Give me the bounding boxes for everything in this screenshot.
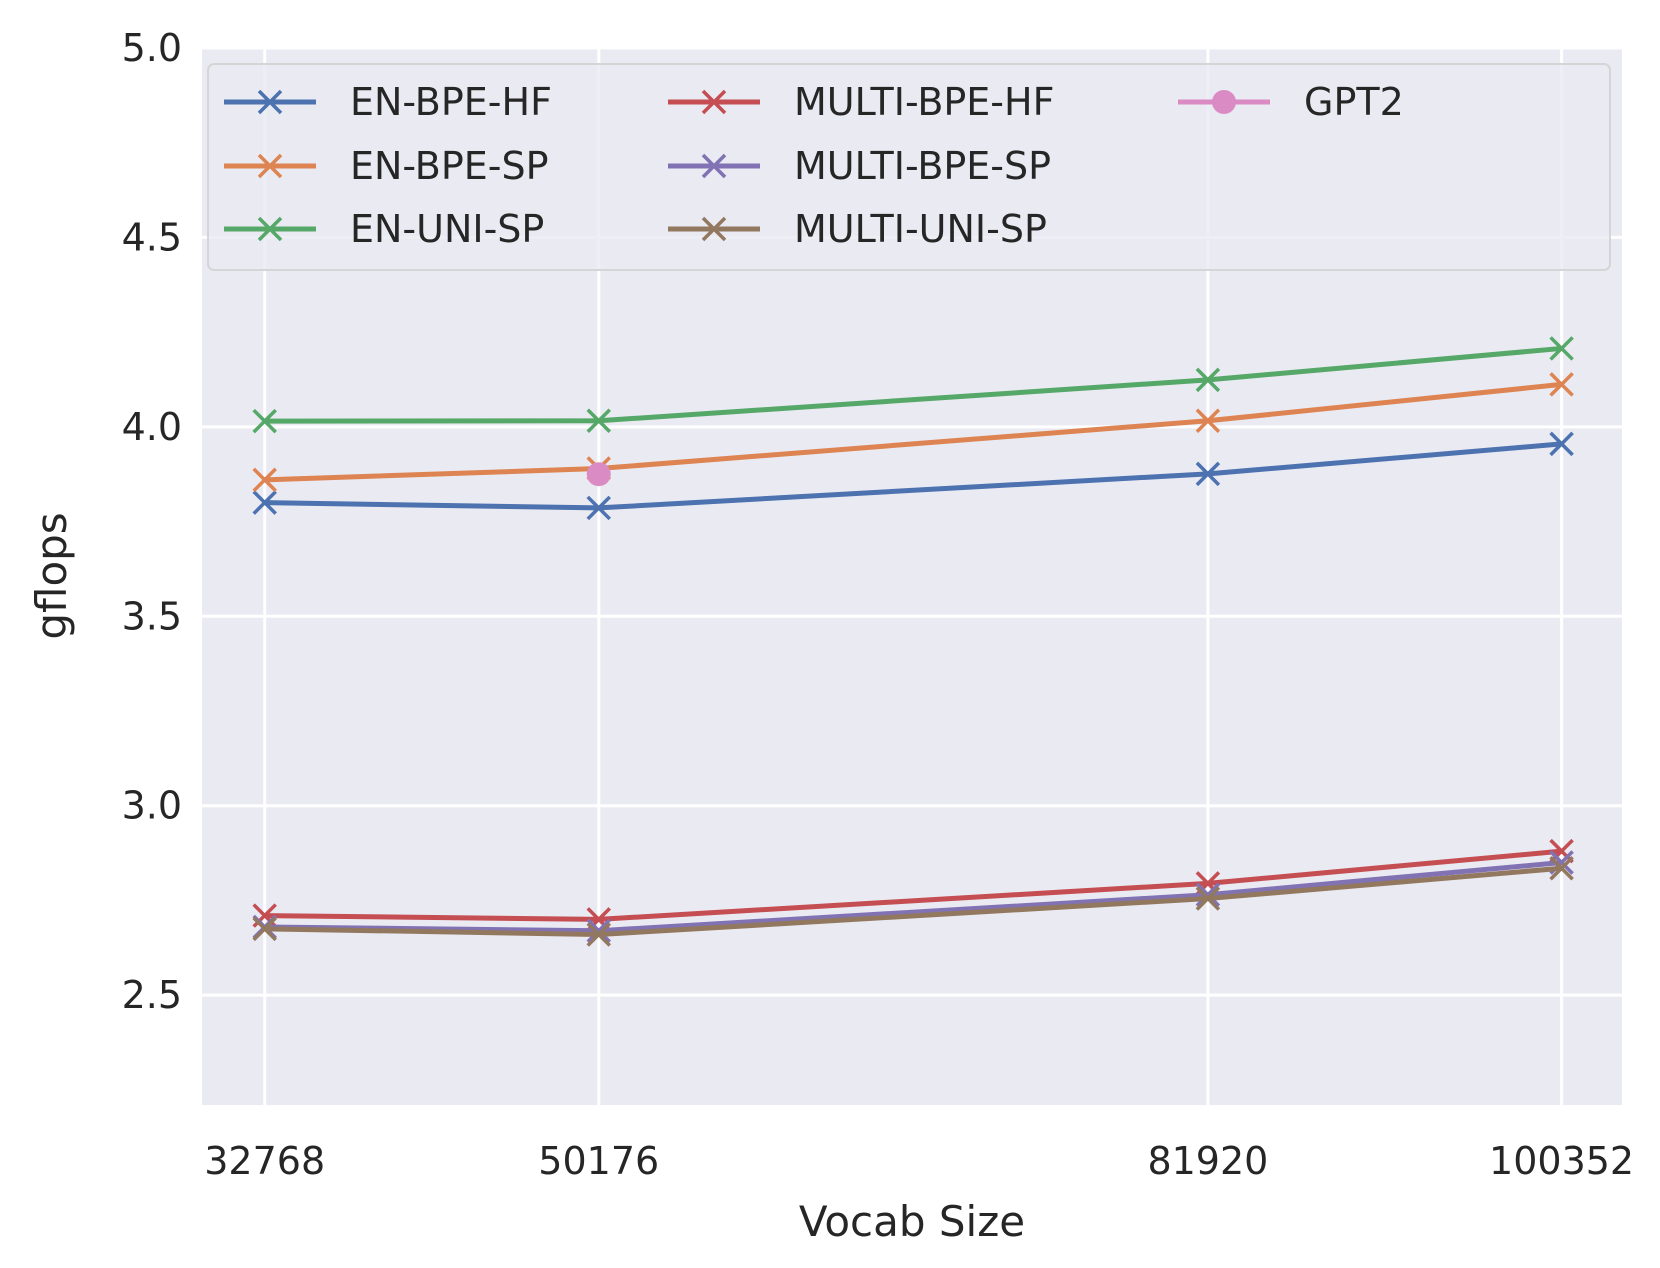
data-point-marker xyxy=(1549,855,1574,881)
series-gpt2 xyxy=(586,462,611,487)
data-point-marker xyxy=(252,467,277,493)
y-tick-label: 4.5 xyxy=(122,215,182,259)
legend-entry: MULTI-BPE-SP xyxy=(668,144,1051,188)
y-tick-label: 3.5 xyxy=(122,594,182,638)
legend-label: MULTI-BPE-HF xyxy=(794,80,1054,124)
x-tick-label: 32768 xyxy=(204,1139,325,1183)
legend-label: GPT2 xyxy=(1304,80,1404,124)
series-en-bpe-hf xyxy=(252,431,1574,521)
series-layer xyxy=(252,336,1574,947)
y-tick-label: 5.0 xyxy=(122,26,182,70)
legend-label: EN-BPE-HF xyxy=(350,80,552,124)
legend: EN-BPE-HF EN-BPE-SP EN-UNI-SP MULTI-BPE-HF M… xyxy=(207,63,1611,271)
legend-label: MULTI-UNI-SP xyxy=(794,207,1047,251)
legend-entry: EN-BPE-HF xyxy=(224,80,552,124)
y-axis-ticks: 2.5 3.0 3.5 4.0 4.5 5.0 xyxy=(122,26,182,1017)
series-multi-uni-sp xyxy=(252,855,1574,947)
x-axis-label: Vocab Size xyxy=(799,1197,1025,1246)
data-point-marker xyxy=(1195,886,1221,911)
legend-entry: EN-BPE-SP xyxy=(224,144,549,188)
legend-swatch-marker xyxy=(701,216,727,242)
legend-label: EN-BPE-SP xyxy=(350,144,549,188)
legend-swatch-marker xyxy=(257,216,283,242)
data-point-marker xyxy=(586,922,611,947)
data-point-marker xyxy=(586,408,611,434)
data-point-marker xyxy=(1549,431,1574,457)
data-point-marker xyxy=(1195,882,1221,907)
legend-swatch-marker xyxy=(701,153,727,179)
legend-label: MULTI-BPE-SP xyxy=(794,144,1051,188)
legend-swatch-marker xyxy=(1212,90,1236,114)
y-tick-label: 4.0 xyxy=(122,405,182,449)
legend-swatch-marker xyxy=(701,89,727,115)
series-line xyxy=(264,345,1562,424)
data-point-marker xyxy=(1549,372,1574,397)
legend-box xyxy=(207,63,1611,271)
x-tick-label: 81920 xyxy=(1147,1139,1268,1183)
legend-entry: MULTI-BPE-HF xyxy=(668,80,1054,124)
legend-entry: MULTI-UNI-SP xyxy=(668,207,1047,251)
y-tick-label: 2.5 xyxy=(122,973,182,1017)
series-line xyxy=(264,848,1562,922)
data-point-marker xyxy=(586,462,611,487)
data-point-marker xyxy=(1195,461,1221,487)
data-point-marker xyxy=(252,408,277,434)
y-axis-label: gflops xyxy=(27,512,76,639)
data-point-marker xyxy=(252,490,277,515)
data-point-marker xyxy=(252,916,277,942)
legend-swatch-marker xyxy=(257,153,283,179)
data-point-marker xyxy=(586,918,611,943)
series-line xyxy=(264,381,1562,483)
x-tick-label: 100352 xyxy=(1489,1139,1634,1183)
legend-swatch-marker xyxy=(257,89,283,115)
legend-entry: GPT2 xyxy=(1178,80,1404,124)
legend-entry: EN-UNI-SP xyxy=(224,207,544,251)
series-line xyxy=(264,860,1562,934)
data-point-marker xyxy=(1549,336,1574,361)
series-line xyxy=(264,865,1562,938)
legend-label: EN-UNI-SP xyxy=(350,207,544,251)
y-tick-label: 3.0 xyxy=(122,784,182,828)
x-axis-ticks: 32768 50176 81920 100352 xyxy=(204,1139,1634,1183)
data-point-marker xyxy=(1195,367,1221,393)
series-en-uni-sp xyxy=(252,336,1574,434)
data-point-marker xyxy=(1195,408,1221,434)
data-point-marker xyxy=(586,495,611,521)
x-tick-label: 50176 xyxy=(538,1139,659,1183)
series-line xyxy=(264,441,1562,511)
